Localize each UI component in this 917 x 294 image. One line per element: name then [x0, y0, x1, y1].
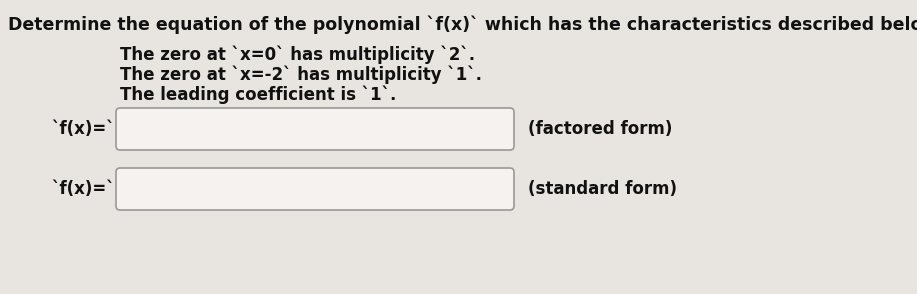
Text: The leading coefficient is `1`.: The leading coefficient is `1`. [120, 86, 396, 104]
Text: (factored form): (factored form) [528, 120, 672, 138]
FancyBboxPatch shape [116, 168, 514, 210]
Text: `f(x)=`: `f(x)=` [51, 120, 115, 138]
Text: The zero at `x=-2` has multiplicity `1`.: The zero at `x=-2` has multiplicity `1`. [120, 66, 482, 84]
Text: (standard form): (standard form) [528, 180, 677, 198]
FancyBboxPatch shape [116, 108, 514, 150]
Text: `f(x)=`: `f(x)=` [51, 180, 115, 198]
Text: Determine the equation of the polynomial `f(x)` which has the characteristics de: Determine the equation of the polynomial… [8, 16, 917, 34]
Text: The zero at `x=0` has multiplicity `2`.: The zero at `x=0` has multiplicity `2`. [120, 46, 475, 64]
